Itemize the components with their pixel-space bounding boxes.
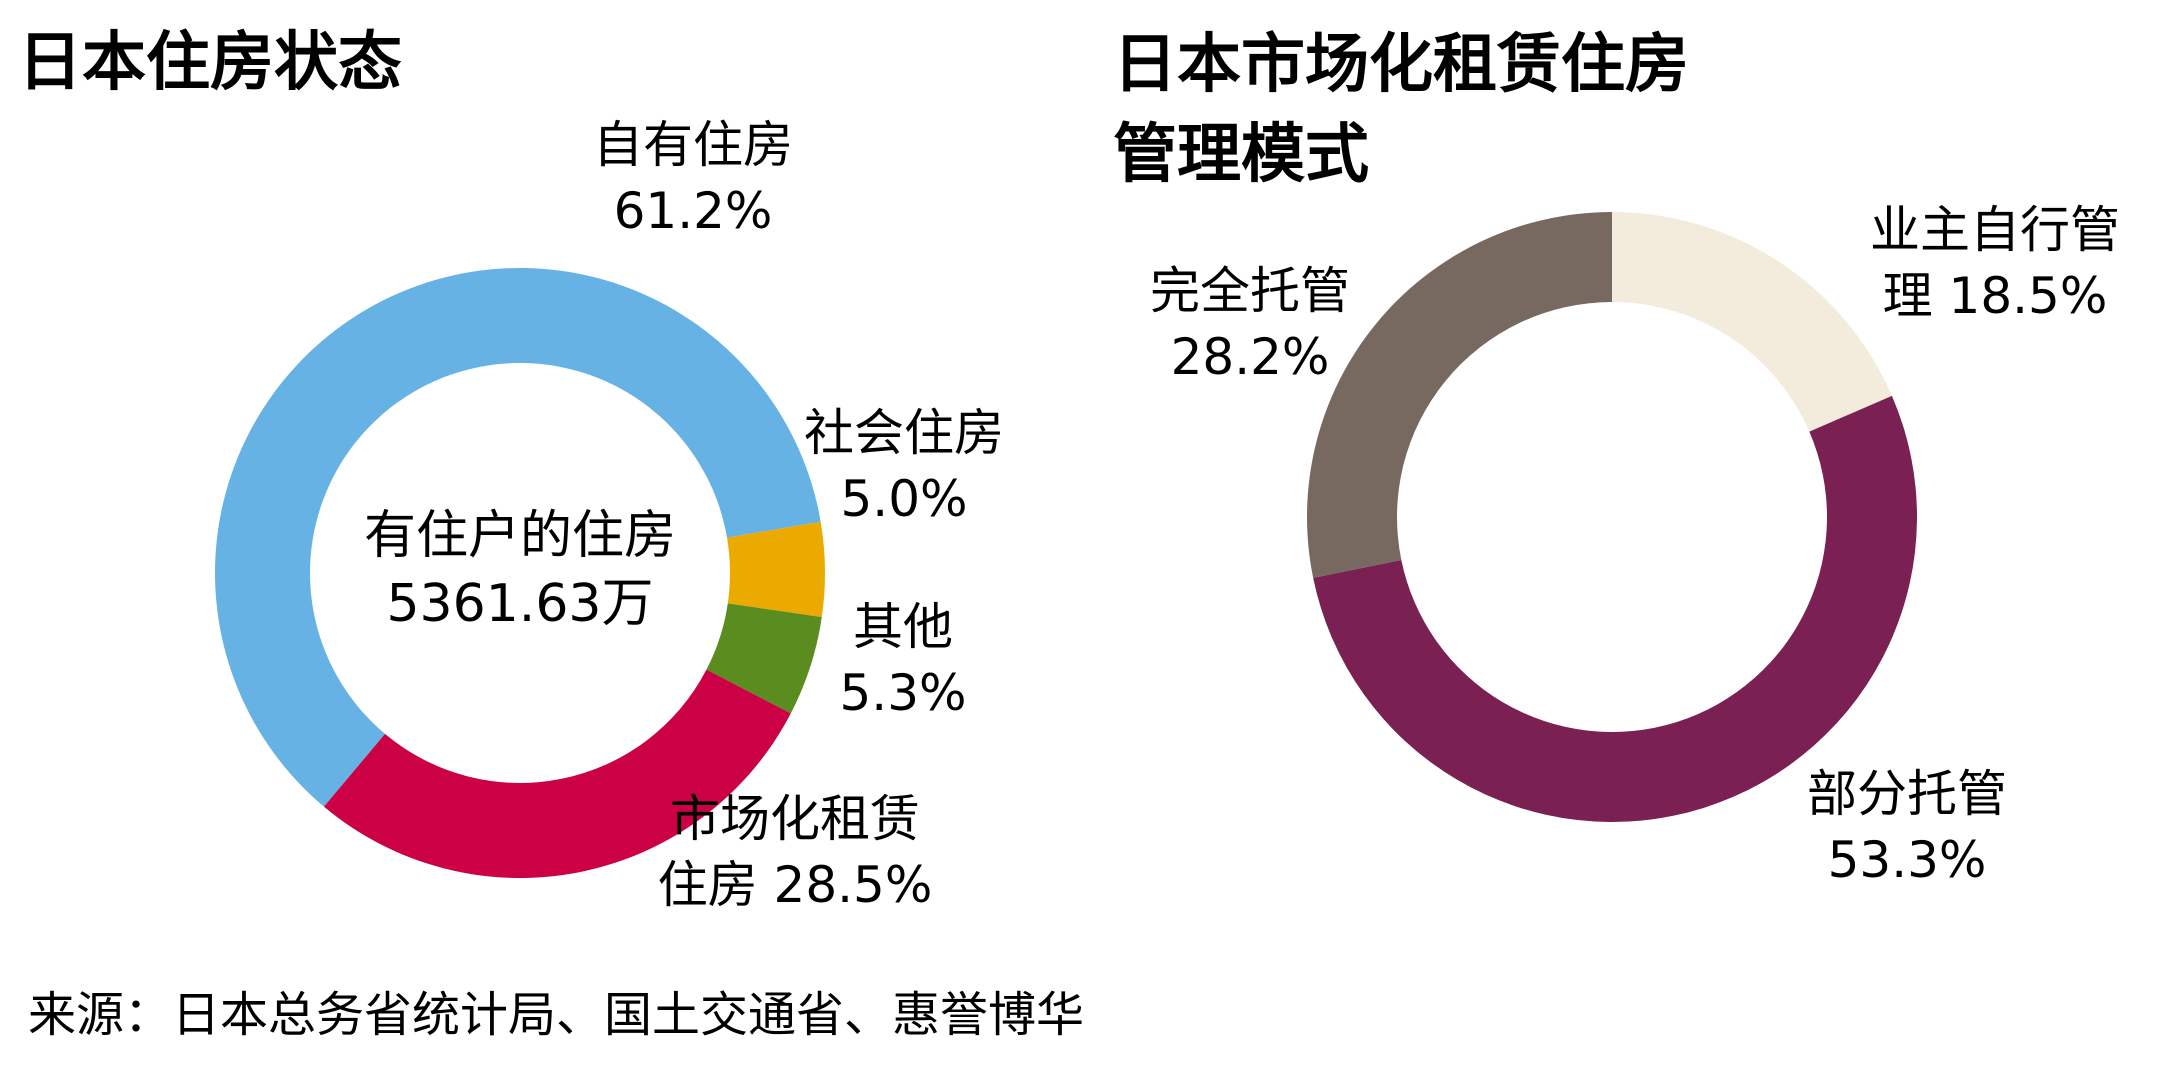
slice-label-部分托管-line: 部分托管 (1807, 765, 2007, 823)
center-label-line: 5361.63万 (386, 574, 653, 634)
slice-label-社会住房: 社会住房 5.0% (804, 404, 1004, 528)
slice-label-自有住房-line: 自有住房 (593, 116, 793, 174)
slice-label-自有住房: 自有住房 61.2% (593, 116, 793, 240)
chart-title-management-mode: 日本市场化租赁住房 管理模式 (1113, 20, 1813, 200)
slice-label-社会住房-line: 社会住房 (804, 404, 1004, 462)
slice-label-市场化租赁住房-line: 住房 28.5% (658, 856, 933, 914)
slice-label-其他: 其他 5.3% (839, 598, 966, 722)
slice-label-市场化租赁住房-line: 市场化租赁 (670, 790, 920, 848)
slice-label-完全托管-line: 28.2% (1171, 328, 1330, 386)
chart-title-housing-status: 日本住房状态 (18, 26, 402, 100)
pie-slice-部分托管 (1313, 395, 1917, 823)
pie-slice-市场化租赁住房 (323, 669, 791, 879)
slice-label-完全托管-line: 完全托管 (1150, 262, 1350, 320)
chart-title-line-1: 日本市场化租赁住房 (1113, 28, 1689, 102)
slice-label-完全托管: 完全托管 28.2% (1150, 262, 1350, 386)
slice-label-其他-line: 5.3% (839, 664, 966, 722)
slice-label-社会住房-line: 5.0% (840, 470, 967, 528)
pie-slice-其他 (706, 603, 822, 714)
slice-label-部分托管-line: 53.3% (1828, 831, 1987, 889)
pie-slice-自有住房 (214, 268, 821, 807)
slice-label-业主自行管理-line: 业主自行管 (1870, 201, 2120, 259)
slice-label-业主自行管理-line: 理 18.5% (1883, 267, 2108, 325)
chart-title-line-2: 管理模式 (1113, 118, 1369, 192)
pie-slice-社会住房 (727, 521, 826, 618)
center-label: 有住户的住房 5361.63万 (364, 506, 676, 634)
pie-slice-完全托管 (1307, 212, 1612, 578)
slice-label-自有住房-line: 61.2% (614, 182, 773, 240)
pie-slice-业主自行管理 (1612, 212, 1892, 432)
slice-label-市场化租赁住房: 市场化租赁住房 28.5% (658, 790, 933, 914)
slice-label-部分托管: 部分托管 53.3% (1807, 765, 2007, 889)
center-label-line: 有住户的住房 (364, 506, 676, 566)
slice-label-业主自行管理: 业主自行管理 18.5% (1870, 201, 2120, 325)
source-note: 来源：日本总务省统计局、国土交通省、惠誉博华 (28, 987, 1085, 1043)
slice-label-其他-line: 其他 (853, 598, 953, 656)
